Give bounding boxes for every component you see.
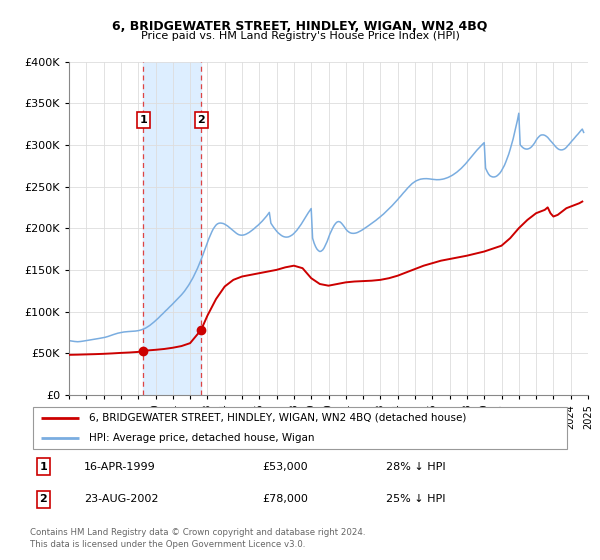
Bar: [143, 62, 201, 395]
Text: HPI: Average price, detached house, Wigan: HPI: Average price, detached house, Wiga…: [89, 433, 315, 443]
Text: 6, BRIDGEWATER STREET, HINDLEY, WIGAN, WN2 4BQ: 6, BRIDGEWATER STREET, HINDLEY, WIGAN, W…: [112, 20, 488, 32]
FancyBboxPatch shape: [33, 407, 568, 449]
Text: 28% ↓ HPI: 28% ↓ HPI: [386, 461, 446, 472]
Text: £78,000: £78,000: [262, 494, 308, 505]
Text: 6, BRIDGEWATER STREET, HINDLEY, WIGAN, WN2 4BQ (detached house): 6, BRIDGEWATER STREET, HINDLEY, WIGAN, W…: [89, 413, 467, 423]
Text: 2: 2: [40, 494, 47, 505]
Text: 23-AUG-2002: 23-AUG-2002: [84, 494, 158, 505]
Text: Contains HM Land Registry data © Crown copyright and database right 2024.: Contains HM Land Registry data © Crown c…: [30, 528, 365, 536]
Text: This data is licensed under the Open Government Licence v3.0.: This data is licensed under the Open Gov…: [30, 540, 305, 549]
Text: 1: 1: [139, 115, 147, 125]
Text: 16-APR-1999: 16-APR-1999: [84, 461, 156, 472]
Text: £53,000: £53,000: [262, 461, 308, 472]
Text: 2: 2: [197, 115, 205, 125]
Text: 25% ↓ HPI: 25% ↓ HPI: [386, 494, 446, 505]
Text: Price paid vs. HM Land Registry's House Price Index (HPI): Price paid vs. HM Land Registry's House …: [140, 31, 460, 41]
Text: 1: 1: [40, 461, 47, 472]
